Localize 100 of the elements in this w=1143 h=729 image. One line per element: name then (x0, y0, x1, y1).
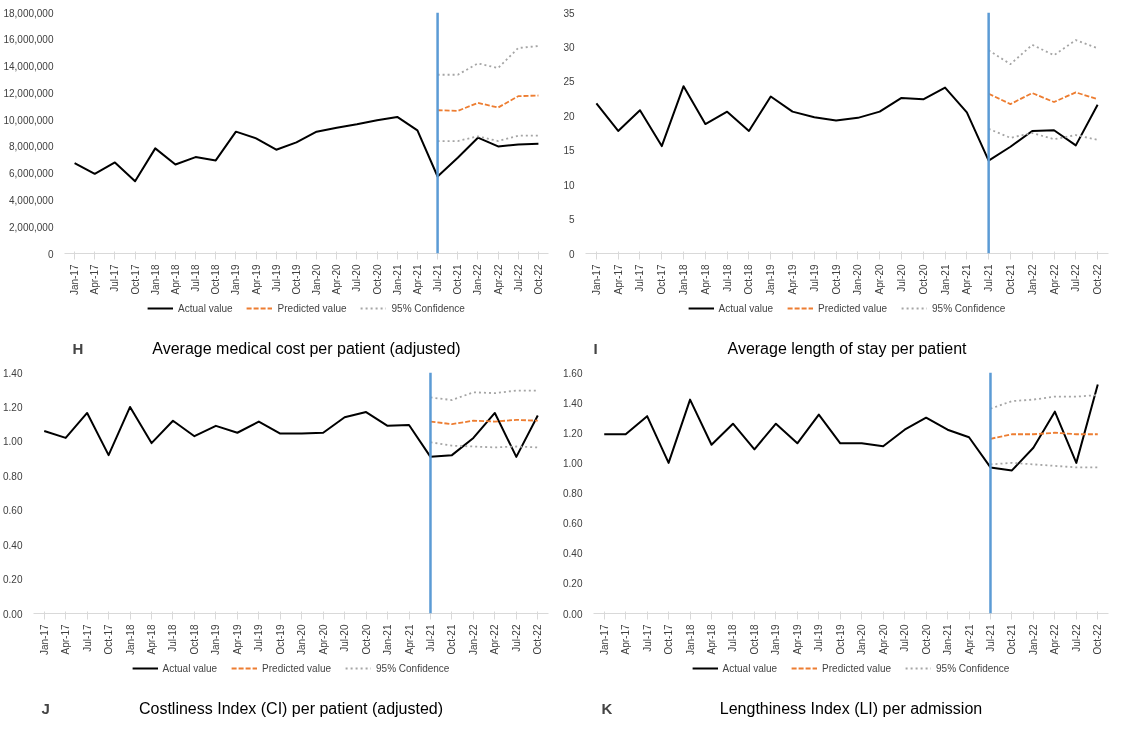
y-tick-label: 14,000,000 (3, 61, 54, 73)
x-tick-label: Jul-17 (109, 264, 121, 292)
y-tick-label: 20 (563, 110, 575, 122)
line-series (989, 394, 1099, 410)
y-tick-label: 0.40 (563, 548, 583, 560)
x-tick-label: Jan-18 (684, 624, 696, 656)
x-tick-label: Jul-18 (190, 264, 202, 292)
x-tick-label: Oct-18 (748, 624, 760, 655)
x-tick-label: Jan-22 (1027, 624, 1039, 656)
legend-label: 95% Confidence (936, 662, 1010, 674)
x-tick-label: Oct-19 (834, 624, 846, 655)
line-series (987, 91, 1099, 105)
x-tick-label: Jan-17 (38, 624, 50, 656)
text: Average medical cost per patient (adjusted) (152, 339, 461, 357)
x-tick-label: Jul-17 (634, 264, 646, 292)
y-tick-label: 0.20 (563, 578, 583, 590)
x-tick-label: Jul-18 (727, 624, 739, 652)
x-tick-label: Jan-21 (391, 264, 403, 296)
x-tick-label: Oct-17 (103, 624, 115, 655)
x-tick-label: Oct-22 (1092, 264, 1104, 295)
x-tick-label: Jul-20 (339, 624, 351, 652)
x-tick-label: Jan-21 (382, 624, 394, 656)
x-tick-label: Jan-19 (765, 264, 777, 296)
text: Average length of stay per patient (727, 339, 968, 357)
x-tick-label: Jan-20 (296, 624, 308, 656)
x-tick-label: Oct-22 (1092, 624, 1104, 655)
y-tick-label: 35 (563, 7, 575, 19)
x-tick-label: Oct-19 (274, 624, 286, 655)
y-tick-label: 5 (568, 214, 575, 226)
text: K (601, 699, 613, 717)
y-tick-label: 0.60 (563, 518, 583, 530)
x-tick-label: Jan-21 (939, 264, 951, 296)
text: Costliness Index (CI) per patient (adjusted) (138, 699, 444, 717)
y-tick-label: 0.00 (3, 608, 23, 620)
x-tick-label: Oct-18 (188, 624, 200, 655)
x-tick-label: Oct-18 (743, 264, 755, 295)
x-tick-label: Apr-22 (492, 264, 504, 295)
x-tick-label: Jan-20 (856, 624, 868, 656)
x-tick-label: Jul-19 (253, 624, 265, 652)
x-tick-label: Jan-18 (678, 264, 690, 296)
x-tick-label: Apr-22 (489, 624, 501, 655)
legend-label: Predicted value (277, 302, 347, 314)
y-tick-label: 0.80 (3, 470, 23, 482)
x-tick-label: Oct-19 (290, 264, 302, 295)
x-tick-label: Oct-21 (1006, 624, 1018, 655)
x-tick-label: Oct-20 (920, 624, 932, 655)
x-tick-label: Oct-22 (532, 264, 544, 295)
line-series (436, 45, 540, 76)
x-tick-label: Apr-17 (60, 624, 72, 655)
y-tick-label: 0 (47, 248, 54, 260)
x-tick-label: Jan-22 (472, 264, 484, 296)
legend-label: Predicted value (822, 662, 892, 674)
y-tick-label: 15 (563, 145, 575, 157)
y-tick-label: 1.40 (3, 367, 23, 379)
y-tick-label: 18,000,000 (3, 7, 54, 19)
text: H (72, 339, 84, 357)
x-tick-label: Jul-19 (813, 624, 825, 652)
x-tick-label: Jul-17 (81, 624, 93, 652)
x-tick-label: Apr-20 (874, 264, 886, 295)
y-tick-label: 0 (568, 248, 575, 260)
x-tick-label: Oct-21 (452, 264, 464, 295)
x-tick-label: Apr-18 (699, 264, 711, 295)
x-tick-label: Jul-20 (895, 264, 907, 292)
x-tick-label: Oct-22 (532, 624, 544, 655)
x-tick-label: Apr-22 (1049, 624, 1061, 655)
x-tick-label: Jul-22 (1070, 264, 1082, 292)
x-tick-label: Jan-22 (467, 624, 479, 656)
line-series (987, 127, 1099, 141)
x-tick-label: Oct-21 (446, 624, 458, 655)
x-tick-label: Apr-19 (791, 624, 803, 655)
line-series (603, 383, 1099, 472)
x-tick-label: Apr-18 (146, 624, 158, 655)
legend-label: Actual value (178, 302, 233, 314)
legend-label: Predicted value (262, 662, 332, 674)
x-tick-label: Jul-22 (512, 264, 524, 292)
x-tick-label: Jan-20 (852, 264, 864, 296)
y-tick-label: 10,000,000 (3, 114, 54, 126)
x-tick-label: Jan-17 (598, 624, 610, 656)
x-tick-label: Apr-20 (877, 624, 889, 655)
x-tick-label: Jan-21 (942, 624, 954, 656)
line-series (987, 39, 1099, 66)
line-series (595, 85, 1099, 162)
y-tick-label: 30 (563, 41, 575, 53)
x-tick-label: Oct-18 (210, 264, 222, 295)
x-tick-label: Apr-19 (787, 264, 799, 295)
x-tick-label: Oct-20 (360, 624, 372, 655)
text: J (41, 699, 50, 717)
x-tick-label: Apr-18 (169, 264, 181, 295)
y-tick-label: 0.60 (3, 505, 23, 517)
x-tick-label: Jul-20 (351, 264, 363, 292)
x-tick-label: Jul-18 (721, 264, 733, 292)
x-tick-label: Jul-21 (424, 624, 436, 652)
x-tick-label: Apr-19 (231, 624, 243, 655)
legend-label: 95% Confidence (376, 662, 450, 674)
x-tick-label: Apr-20 (331, 264, 343, 295)
x-tick-label: Jan-18 (124, 624, 136, 656)
x-tick-label: Oct-17 (656, 264, 668, 295)
y-tick-label: 1.20 (3, 401, 23, 413)
x-tick-label: Oct-21 (1004, 264, 1016, 295)
y-tick-label: 10 (563, 179, 575, 191)
